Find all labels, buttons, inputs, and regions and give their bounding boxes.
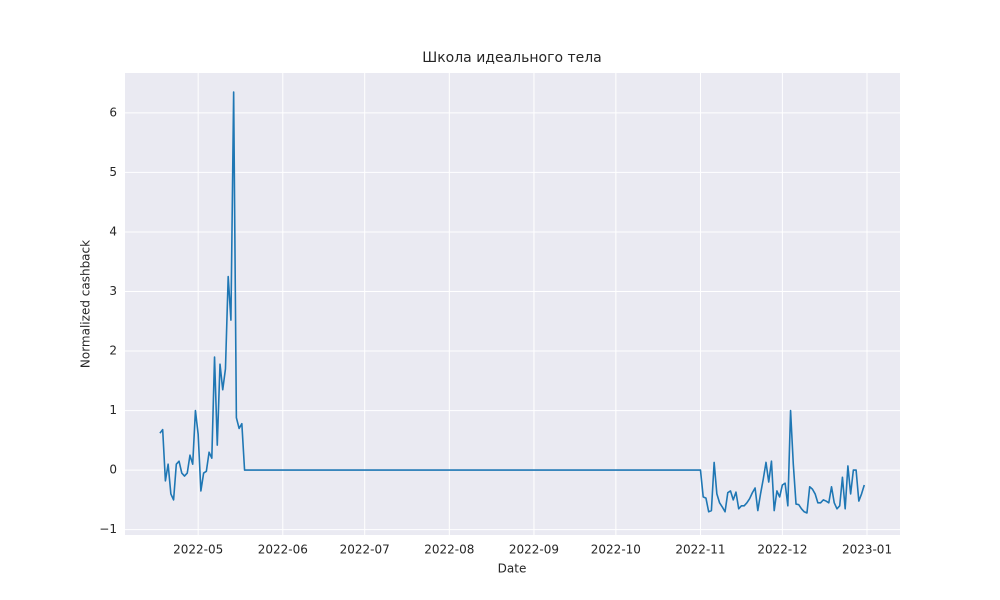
y-tick-label: 4 [109, 224, 117, 238]
x-tick-label: 2022-11 [675, 543, 725, 557]
x-tick-label: 2023-01 [842, 543, 892, 557]
x-tick-label: 2022-12 [757, 543, 807, 557]
y-tick-label: 3 [109, 284, 117, 298]
y-axis-label: Normalized cashback [79, 240, 93, 368]
y-tick-label: 5 [109, 165, 117, 179]
y-tick-label: 1 [109, 403, 117, 417]
x-tick-label: 2022-05 [173, 543, 223, 557]
x-axis-label: Date [498, 562, 527, 576]
x-tick-label: 2022-10 [591, 543, 641, 557]
y-tick-label: 0 [109, 463, 117, 477]
data-line [159, 91, 866, 514]
chart-title: Школа идеального тела [422, 50, 602, 66]
x-tick-label: 2022-08 [424, 543, 474, 557]
x-tick-label: 2022-06 [258, 543, 308, 557]
plot-area [125, 73, 900, 535]
y-tick-label: 6 [109, 105, 117, 119]
x-tick-label: 2022-07 [340, 543, 390, 557]
y-tick-label: −1 [99, 522, 117, 536]
y-tick-label: 2 [109, 344, 117, 358]
x-tick-label: 2022-09 [509, 543, 559, 557]
